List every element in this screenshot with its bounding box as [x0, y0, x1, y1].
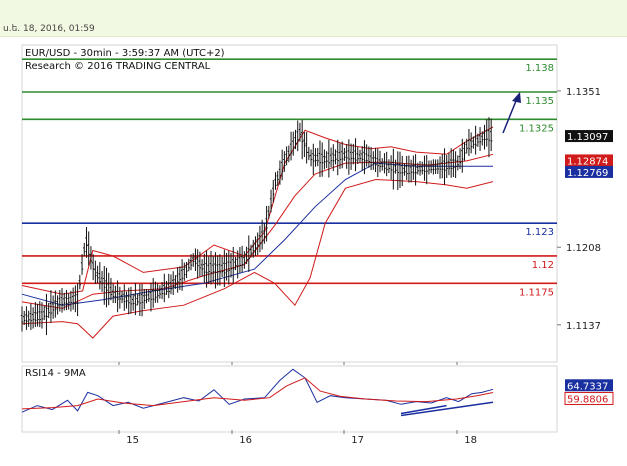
price-badge-2 [565, 165, 613, 178]
level-label-2: 1.1325 [519, 123, 554, 134]
level-label-0: 1.138 [525, 63, 554, 74]
moving-average [21, 162, 493, 306]
price-panel-frame [21, 44, 558, 363]
bollinger-upper [21, 126, 494, 295]
price-badge-label-1: 1.12874 [567, 156, 608, 167]
price-badge-1 [565, 154, 613, 167]
header-date: ս.ե. 18, 2016, 01:59 [3, 24, 95, 34]
level-label-1: 1.135 [525, 96, 554, 107]
chart-subtitle: Research © 2016 TRADING CENTRAL [25, 61, 211, 72]
x-tick-label-1: 16 [239, 435, 252, 446]
price-badge-label-2: 1.12769 [567, 168, 608, 179]
rsi-series-1 [21, 377, 494, 410]
rsi-panel-frame [21, 365, 558, 433]
rsi-title: RSI14 - 9MA [25, 368, 86, 379]
rsi-trendline-1 [400, 404, 447, 415]
level-label-4: 1.12 [532, 260, 554, 271]
price-badge-0 [565, 130, 613, 143]
bollinger-lower [21, 178, 494, 339]
x-tick-label-0: 15 [126, 435, 139, 446]
bollinger-middle [21, 153, 494, 309]
y-tick-label-0: 1.1351 [566, 87, 601, 98]
candles [20, 117, 493, 336]
x-tick-label-3: 18 [464, 435, 477, 446]
y-tick-label-2: 1.1137 [566, 321, 601, 332]
rsi-lines [21, 368, 494, 417]
header-bar: ս.ե. 18, 2016, 01:59 [0, 0, 627, 37]
x-tick-label-2: 17 [351, 435, 364, 446]
rsi-series-0 [21, 368, 494, 413]
y-tick-label-1: 1.1208 [566, 243, 601, 254]
rsi-badge-1 [564, 391, 614, 405]
price-levels: 1.138 1.135 1.1325 1.123 1.12 1.1175 [22, 58, 557, 298]
rsi-trendline-0 [400, 401, 494, 417]
chart-title: EUR/USD - 30min - 3:59:37 AM (UTC+2) [25, 48, 225, 59]
rsi-badge-0 [565, 379, 613, 392]
forecast-arrow [502, 92, 521, 134]
bollinger-bands [21, 126, 494, 339]
rsi-badge-label-0: 64.7337 [567, 381, 608, 392]
rsi-badge-label-1: 59.8806 [567, 394, 608, 405]
level-label-3: 1.123 [525, 227, 554, 238]
level-label-5: 1.1175 [519, 287, 554, 298]
price-badge-label-0: 1.13097 [567, 132, 608, 143]
